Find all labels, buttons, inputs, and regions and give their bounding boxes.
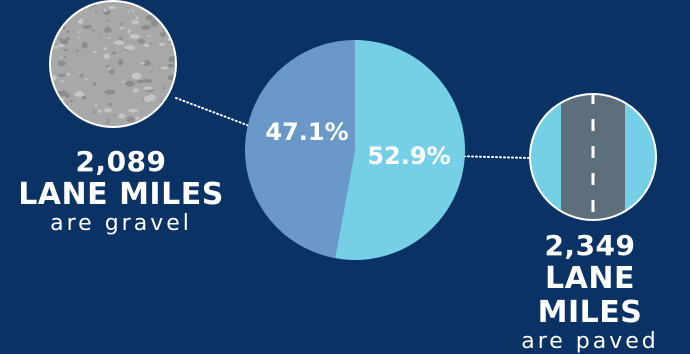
pie-label-1: 52.9% — [367, 142, 450, 170]
pie-label-0: 47.1% — [265, 118, 348, 146]
paved-road-icon — [529, 93, 657, 221]
paved-stat: 2,349 LANE MILES are paved — [490, 230, 690, 354]
gravel-lane-miles-number: 2,089 — [75, 145, 167, 178]
gravel-texture-icon — [49, 0, 177, 128]
infographic-canvas: 47.1% 52.9% — [49, 0, 657, 260]
pie-slice-0 — [244, 40, 355, 259]
pie-slice-1 — [335, 40, 465, 260]
paved-lane-miles-number: 2,349 — [544, 229, 636, 262]
gravel-unit-label: LANE MILES — [18, 177, 224, 212]
gravel-connector-line — [175, 97, 269, 134]
gravel-stat: 2,089 LANE MILES are gravel — [18, 146, 224, 236]
gravel-description: are gravel — [50, 211, 192, 236]
paved-unit-label: LANE MILES — [537, 261, 643, 330]
paved-connector-line — [451, 155, 531, 159]
pie-chart: 47.1% 52.9% — [244, 40, 465, 260]
